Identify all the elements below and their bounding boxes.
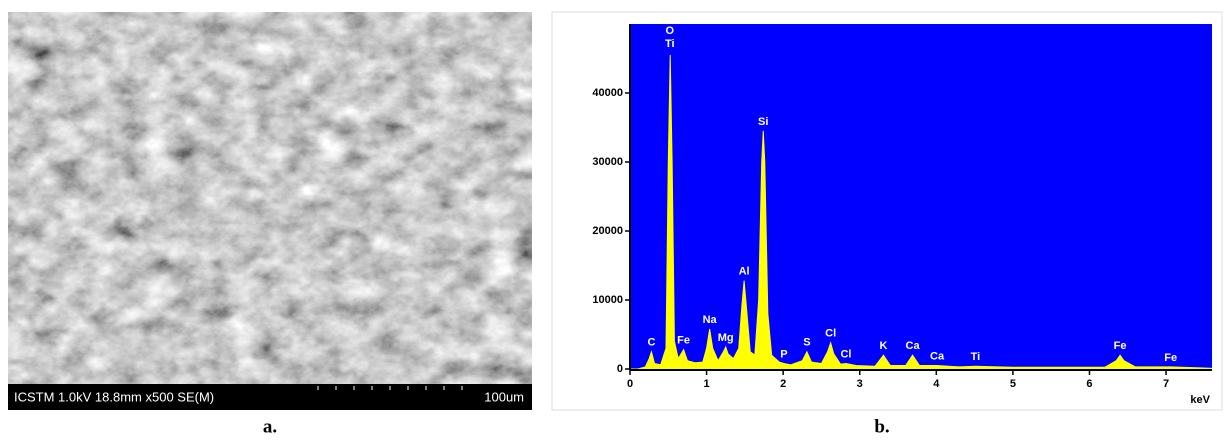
peak-label: O — [666, 25, 675, 37]
x-tick-label: 4 — [933, 378, 940, 390]
peak-label: Mg — [718, 332, 734, 344]
sem-image: ICSTM 1.0kV 18.8mm x500 SE(M) 100um a. — [8, 12, 532, 437]
x-tick-label: 6 — [1086, 378, 1092, 390]
y-tick-label: 10000 — [592, 294, 623, 306]
peak-label: Ca — [930, 350, 945, 362]
peak-label: K — [879, 340, 887, 352]
y-tick-label: 40000 — [592, 87, 623, 99]
peak-label: Cl — [840, 348, 851, 360]
peak-label: Al — [739, 266, 750, 278]
x-tick-label: 0 — [627, 378, 633, 390]
x-tick-label: 5 — [1010, 378, 1016, 390]
sem-scale: 100um — [484, 389, 524, 404]
peak-label: Ti — [665, 38, 675, 50]
caption: a. — [263, 416, 277, 437]
y-tick-label: 20000 — [592, 225, 623, 237]
peak-label: Fe — [677, 335, 690, 347]
peak-label: S — [803, 337, 810, 349]
figure: ICSTM 1.0kV 18.8mm x500 SE(M) 100um a. b… — [0, 0, 1227, 439]
peak-label: Si — [758, 116, 768, 128]
x-axis-label: keV — [1190, 394, 1210, 406]
x-tick-label: 3 — [857, 378, 863, 390]
peak-label: Ca — [906, 340, 921, 352]
sem-info: ICSTM 1.0kV 18.8mm x500 SE(M) — [14, 389, 214, 404]
plot-area — [630, 24, 1212, 369]
sem-photo — [8, 12, 532, 384]
caption: b. — [874, 416, 889, 437]
peak-label: Ti — [971, 351, 981, 363]
peak-label: Fe — [1164, 352, 1177, 364]
peak-label: Cl — [825, 328, 836, 340]
peak-label: Fe — [1114, 340, 1127, 352]
peak-label: P — [780, 348, 787, 360]
x-tick-label: 7 — [1163, 378, 1169, 390]
y-tick-label: 0 — [617, 363, 623, 375]
x-tick-label: 2 — [780, 378, 786, 390]
y-tick-label: 30000 — [592, 156, 623, 168]
peak-label: C — [647, 337, 655, 349]
x-tick-label: 1 — [704, 378, 710, 390]
peak-label: Na — [703, 314, 718, 326]
